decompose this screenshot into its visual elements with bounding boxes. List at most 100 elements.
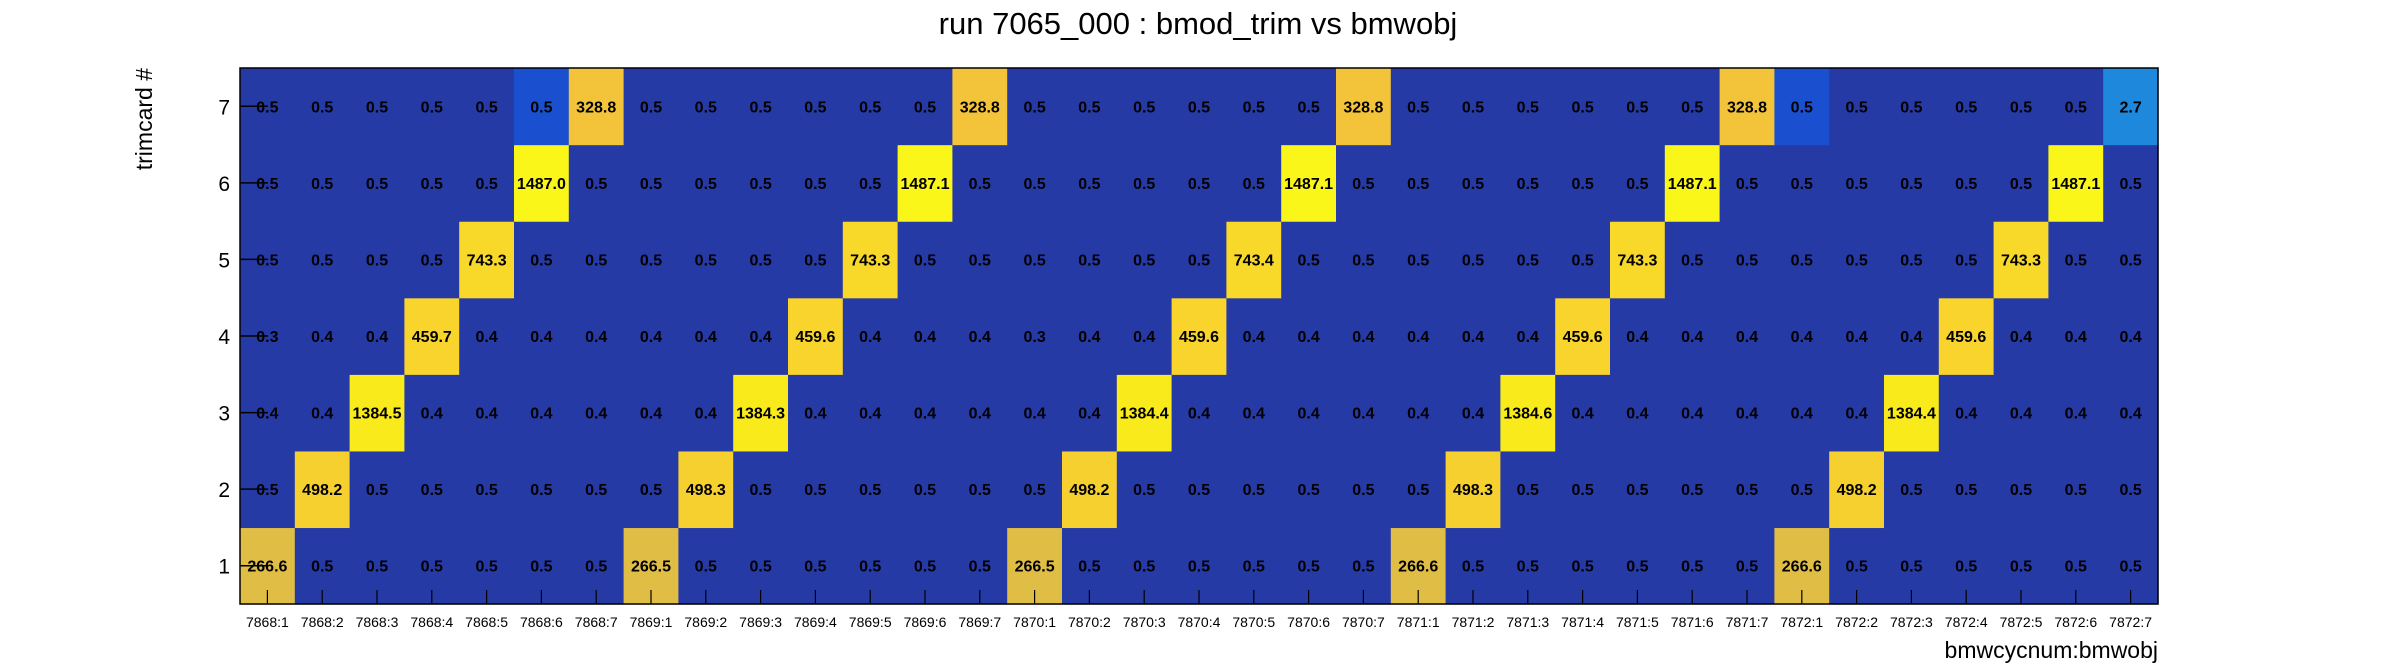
- cell-value-label: 0.4: [859, 329, 881, 346]
- cell-value-label: 0.4: [2065, 329, 2087, 346]
- heatmap-cell: [678, 297, 734, 375]
- heatmap-cell: [2103, 144, 2159, 222]
- heatmap-cell: [514, 144, 570, 222]
- heatmap-cell: [1664, 144, 1721, 222]
- cell-value-label: 0.4: [1791, 329, 1813, 346]
- y-tick-label: 4: [218, 326, 230, 349]
- heatmap-cell: [1281, 450, 1337, 529]
- heatmap-cell: [1829, 374, 1885, 452]
- heatmap-cell: [897, 374, 953, 452]
- cell-value-label: 0.5: [311, 252, 333, 269]
- heatmap-cell: [897, 68, 953, 146]
- cell-value-label: 0.5: [1791, 482, 1813, 499]
- heatmap-cell: [1116, 221, 1173, 299]
- cell-value-label: 0.5: [1188, 252, 1210, 269]
- heatmap-cell: [1226, 297, 1282, 375]
- cell-value-label: 0.5: [1517, 252, 1539, 269]
- heatmap-cell: [404, 374, 460, 452]
- cell-value-label: 0.5: [1955, 252, 1977, 269]
- heatmap-cell: [1938, 144, 1995, 222]
- cell-value-label: 0.4: [1626, 406, 1648, 423]
- heatmap-cell: [1336, 68, 1392, 146]
- cell-value-label: 328.8: [1727, 99, 1767, 116]
- cell-value-label: 0.5: [256, 252, 278, 269]
- cell-value-label: 0.5: [804, 559, 826, 576]
- cell-value-label: 0.5: [1845, 99, 1867, 116]
- heatmap-cell: [1390, 221, 1447, 299]
- heatmap-cell: [1829, 144, 1885, 222]
- heatmap-cell: [1555, 450, 1611, 529]
- cell-value-label: 1487.1: [901, 176, 950, 193]
- heatmap-cell: [2103, 221, 2159, 299]
- heatmap-cell: [1281, 221, 1337, 299]
- heatmap-cell: [1171, 68, 1227, 146]
- cell-value-label: 459.6: [1179, 329, 1219, 346]
- cell-value-label: 328.8: [576, 99, 616, 116]
- y-tick-label: 1: [218, 556, 230, 579]
- heatmap-cell: [623, 144, 679, 222]
- cell-value-label: 0.5: [256, 482, 278, 499]
- heatmap-cell: [2048, 450, 2104, 529]
- cell-value-label: 0.4: [421, 406, 443, 423]
- heatmap-cell: [1555, 68, 1611, 146]
- heatmap-cell: [1062, 450, 1118, 529]
- heatmap-cell: [1171, 221, 1227, 299]
- cell-value-label: 266.6: [1782, 559, 1822, 576]
- heatmap-cell: [1445, 374, 1501, 452]
- cell-value-label: 0.5: [1352, 482, 1374, 499]
- cell-value-label: 0.5: [475, 99, 497, 116]
- cell-value-label: 0.5: [1133, 482, 1155, 499]
- heatmap-cell: [1281, 297, 1337, 375]
- heatmap-cell: [1445, 68, 1501, 146]
- cell-value-label: 498.2: [302, 482, 342, 499]
- heatmap-cell: [1555, 374, 1611, 452]
- cell-value-label: 0.5: [585, 176, 607, 193]
- cell-value-label: 0.4: [1078, 329, 1100, 346]
- cell-value-label: 0.4: [1023, 406, 1045, 423]
- heatmap-cell: [568, 374, 625, 452]
- heatmap-cell: [623, 297, 679, 375]
- cell-value-label: 0.4: [640, 406, 662, 423]
- x-tick-label: 7872:4: [1945, 614, 1988, 630]
- heatmap-cell: [1610, 68, 1666, 146]
- cell-value-label: 0.5: [1681, 559, 1703, 576]
- plot-frame: [239, 67, 2159, 605]
- cell-value-label: 0.5: [695, 559, 717, 576]
- heatmap-cell: [568, 144, 625, 222]
- cell-value-label: 0.3: [1023, 329, 1045, 346]
- heatmap-cell: [1829, 450, 1885, 529]
- heatmap-cell: [568, 221, 625, 299]
- heatmap-cell: [1938, 450, 1995, 529]
- y-tick-label: 3: [218, 403, 230, 426]
- cell-value-label: 0.4: [1845, 406, 1867, 423]
- cell-value-label: 0.5: [1845, 176, 1867, 193]
- cell-value-label: 0.5: [1736, 559, 1758, 576]
- heatmap-cell: [1829, 297, 1885, 375]
- heatmap-cell: [1336, 450, 1392, 529]
- cell-value-label: 0.5: [1845, 252, 1867, 269]
- heatmap-cell: [294, 68, 351, 146]
- cell-value-label: 1384.4: [1120, 406, 1169, 423]
- cell-value-label: 0.5: [1407, 252, 1429, 269]
- cell-value-label: 0.5: [530, 482, 552, 499]
- cell-value-label: 0.5: [1900, 559, 1922, 576]
- heatmap-cell: [404, 144, 460, 222]
- cell-value-label: 0.5: [1078, 99, 1100, 116]
- cell-value-label: 0.4: [969, 406, 991, 423]
- heatmap-cell: [1664, 374, 1721, 452]
- cell-value-label: 0.5: [1133, 176, 1155, 193]
- heatmap-cell: [678, 450, 734, 529]
- cell-value-label: 0.5: [2119, 559, 2141, 576]
- cell-value-label: 328.8: [960, 99, 1000, 116]
- heatmap-cell: [1007, 68, 1063, 146]
- cell-value-label: 0.5: [1462, 99, 1484, 116]
- cell-value-label: 0.4: [969, 329, 991, 346]
- cell-value-label: 0.5: [2065, 559, 2087, 576]
- cell-value-label: 0.5: [311, 176, 333, 193]
- heatmap-cell: [2048, 221, 2104, 299]
- heatmap-cell: [514, 374, 570, 452]
- cell-value-label: 0.5: [1791, 99, 1813, 116]
- heatmap-cell: [568, 450, 625, 529]
- heatmap-cell: [1281, 144, 1337, 222]
- cell-value-label: 0.4: [640, 329, 662, 346]
